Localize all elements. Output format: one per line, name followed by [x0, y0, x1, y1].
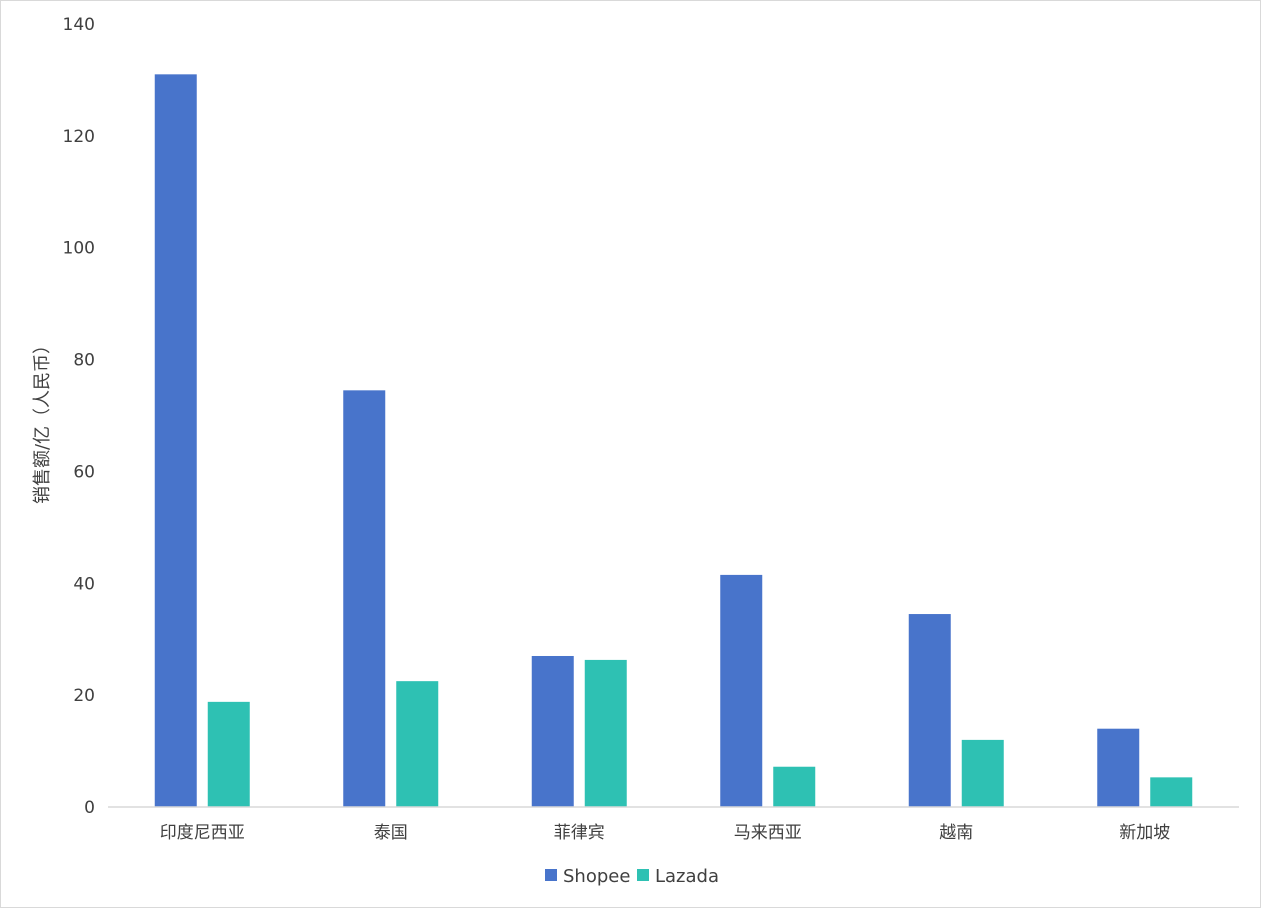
x-tick-label: 菲律宾: [554, 823, 605, 843]
bar-lazada: [584, 659, 627, 807]
bar-shopee: [720, 574, 763, 807]
bar-shopee: [908, 614, 951, 807]
legend-label-shopee: Shopee: [563, 866, 630, 887]
x-tick-label: 泰国: [374, 823, 408, 843]
y-axis-ticks: 0 20 40 60 80 100 120 140: [63, 15, 95, 818]
bar-shopee: [531, 655, 574, 807]
bar-shopee: [343, 390, 386, 807]
bars: [154, 74, 1193, 808]
bar-lazada: [207, 701, 250, 807]
legend-label-lazada: Lazada: [655, 866, 719, 887]
bar-shopee: [1097, 728, 1140, 807]
y-axis-label: 销售额/亿（人民币）: [32, 336, 53, 504]
y-tick-label: 140: [63, 15, 95, 35]
x-tick-label: 马来西亚: [734, 823, 802, 843]
legend: Shopee Lazada: [545, 866, 719, 887]
y-tick-label: 40: [73, 574, 95, 594]
x-tick-label: 新加坡: [1119, 823, 1170, 843]
y-tick-label: 120: [63, 127, 95, 147]
y-tick-label: 0: [84, 798, 95, 818]
legend-swatch-shopee: [545, 869, 557, 881]
x-tick-label: 越南: [939, 823, 973, 843]
x-tick-label: 印度尼西亚: [160, 823, 245, 843]
legend-swatch-lazada: [637, 869, 649, 881]
bar-shopee: [154, 74, 197, 808]
bar-lazada: [773, 766, 816, 807]
y-tick-label: 100: [63, 239, 95, 259]
y-tick-label: 80: [73, 351, 95, 371]
y-tick-label: 60: [73, 462, 95, 482]
y-tick-label: 20: [73, 686, 95, 706]
x-axis-ticks: 印度尼西亚 泰国 菲律宾 马来西亚 越南 新加坡: [160, 823, 1171, 843]
bar-lazada: [396, 681, 439, 807]
bar-lazada: [961, 739, 1004, 807]
bar-lazada: [1150, 777, 1193, 807]
